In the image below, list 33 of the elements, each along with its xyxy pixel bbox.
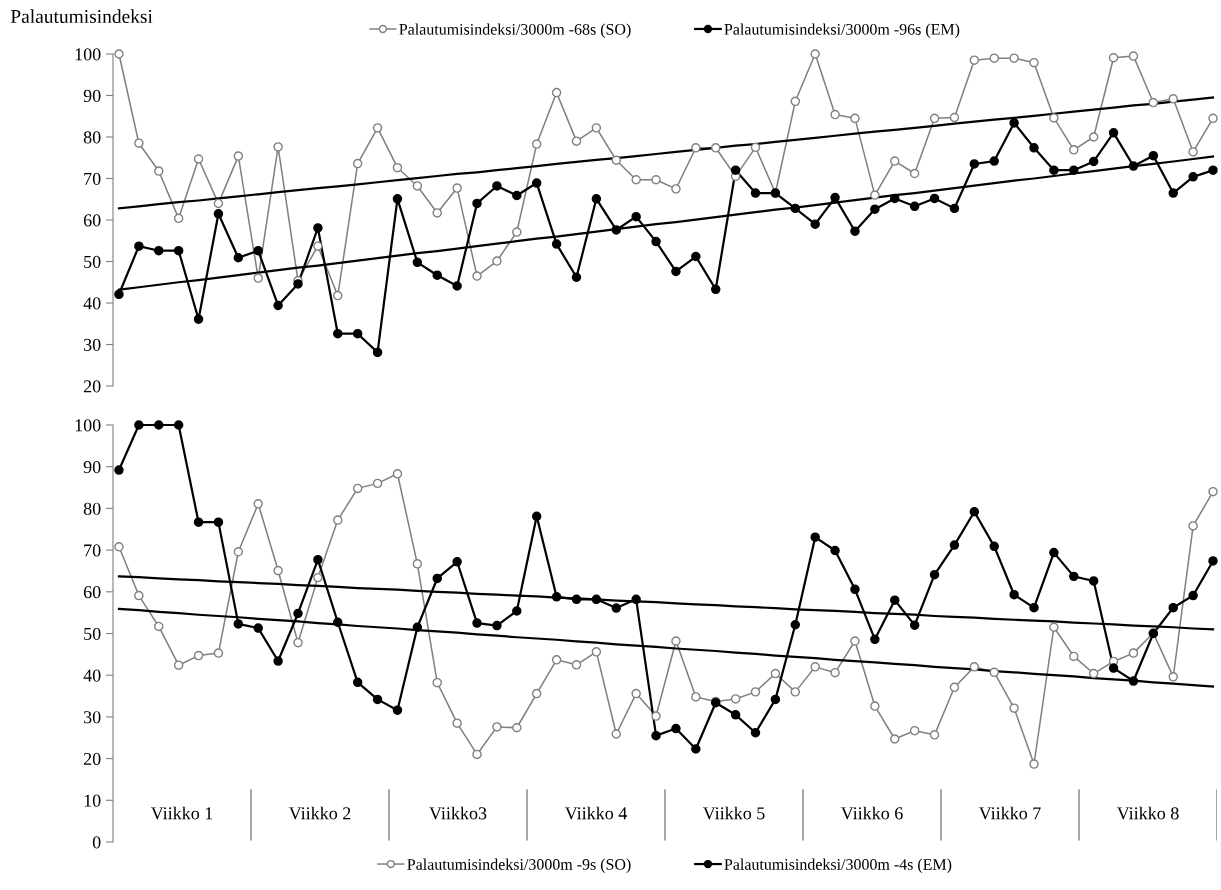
- y-tick-label: 20: [83, 380, 101, 393]
- annotation: Viikko 8: [1116, 806, 1179, 820]
- y-tick-label: 30: [84, 711, 101, 724]
- y-tick-label: 80: [83, 131, 101, 144]
- annotation: Viikko3: [429, 806, 487, 820]
- y-tick-label: 10: [84, 794, 101, 807]
- annotation: Viikko 2: [288, 806, 351, 820]
- legend-label: Palautumisindeksi/3000m -9s (SO): [407, 858, 631, 874]
- y-tick-label: 90: [83, 89, 101, 102]
- y-tick-label: 100: [75, 419, 101, 432]
- y-tick-label: 50: [84, 627, 101, 640]
- y-tick-label: 30: [84, 338, 101, 351]
- y-tick-label: 0: [92, 836, 101, 849]
- y-tick-label: 50: [84, 255, 101, 268]
- y-tick-label: 60: [83, 586, 101, 599]
- annotation: Viikko 6: [840, 806, 903, 820]
- annotation: Viikko 5: [702, 806, 765, 820]
- y-tick-label: 70: [84, 544, 101, 557]
- annotation: Viikko 4: [564, 806, 628, 820]
- legend-label: Palautumisindeksi/3000m -4s (EM): [724, 858, 952, 874]
- y-axis-title: Palautumisindeksi: [10, 9, 153, 24]
- annotation: Viikko 1: [150, 806, 213, 820]
- y-tick-label: 70: [84, 172, 101, 185]
- y-tick-label: 100: [75, 48, 101, 61]
- annotation: Viikko 7: [978, 806, 1041, 820]
- y-tick-label: 40: [83, 297, 101, 310]
- y-tick-label: 40: [83, 669, 101, 682]
- y-tick-label: 80: [83, 502, 101, 515]
- y-tick-label: 20: [83, 752, 101, 766]
- legend-label: Palautumisindeksi/3000m -96s (EM): [724, 23, 960, 38]
- legend-label: Palautumisindeksi/3000m -68s (SO): [399, 23, 631, 38]
- y-tick-label: 90: [83, 460, 101, 474]
- y-tick-label: 60: [83, 214, 101, 227]
